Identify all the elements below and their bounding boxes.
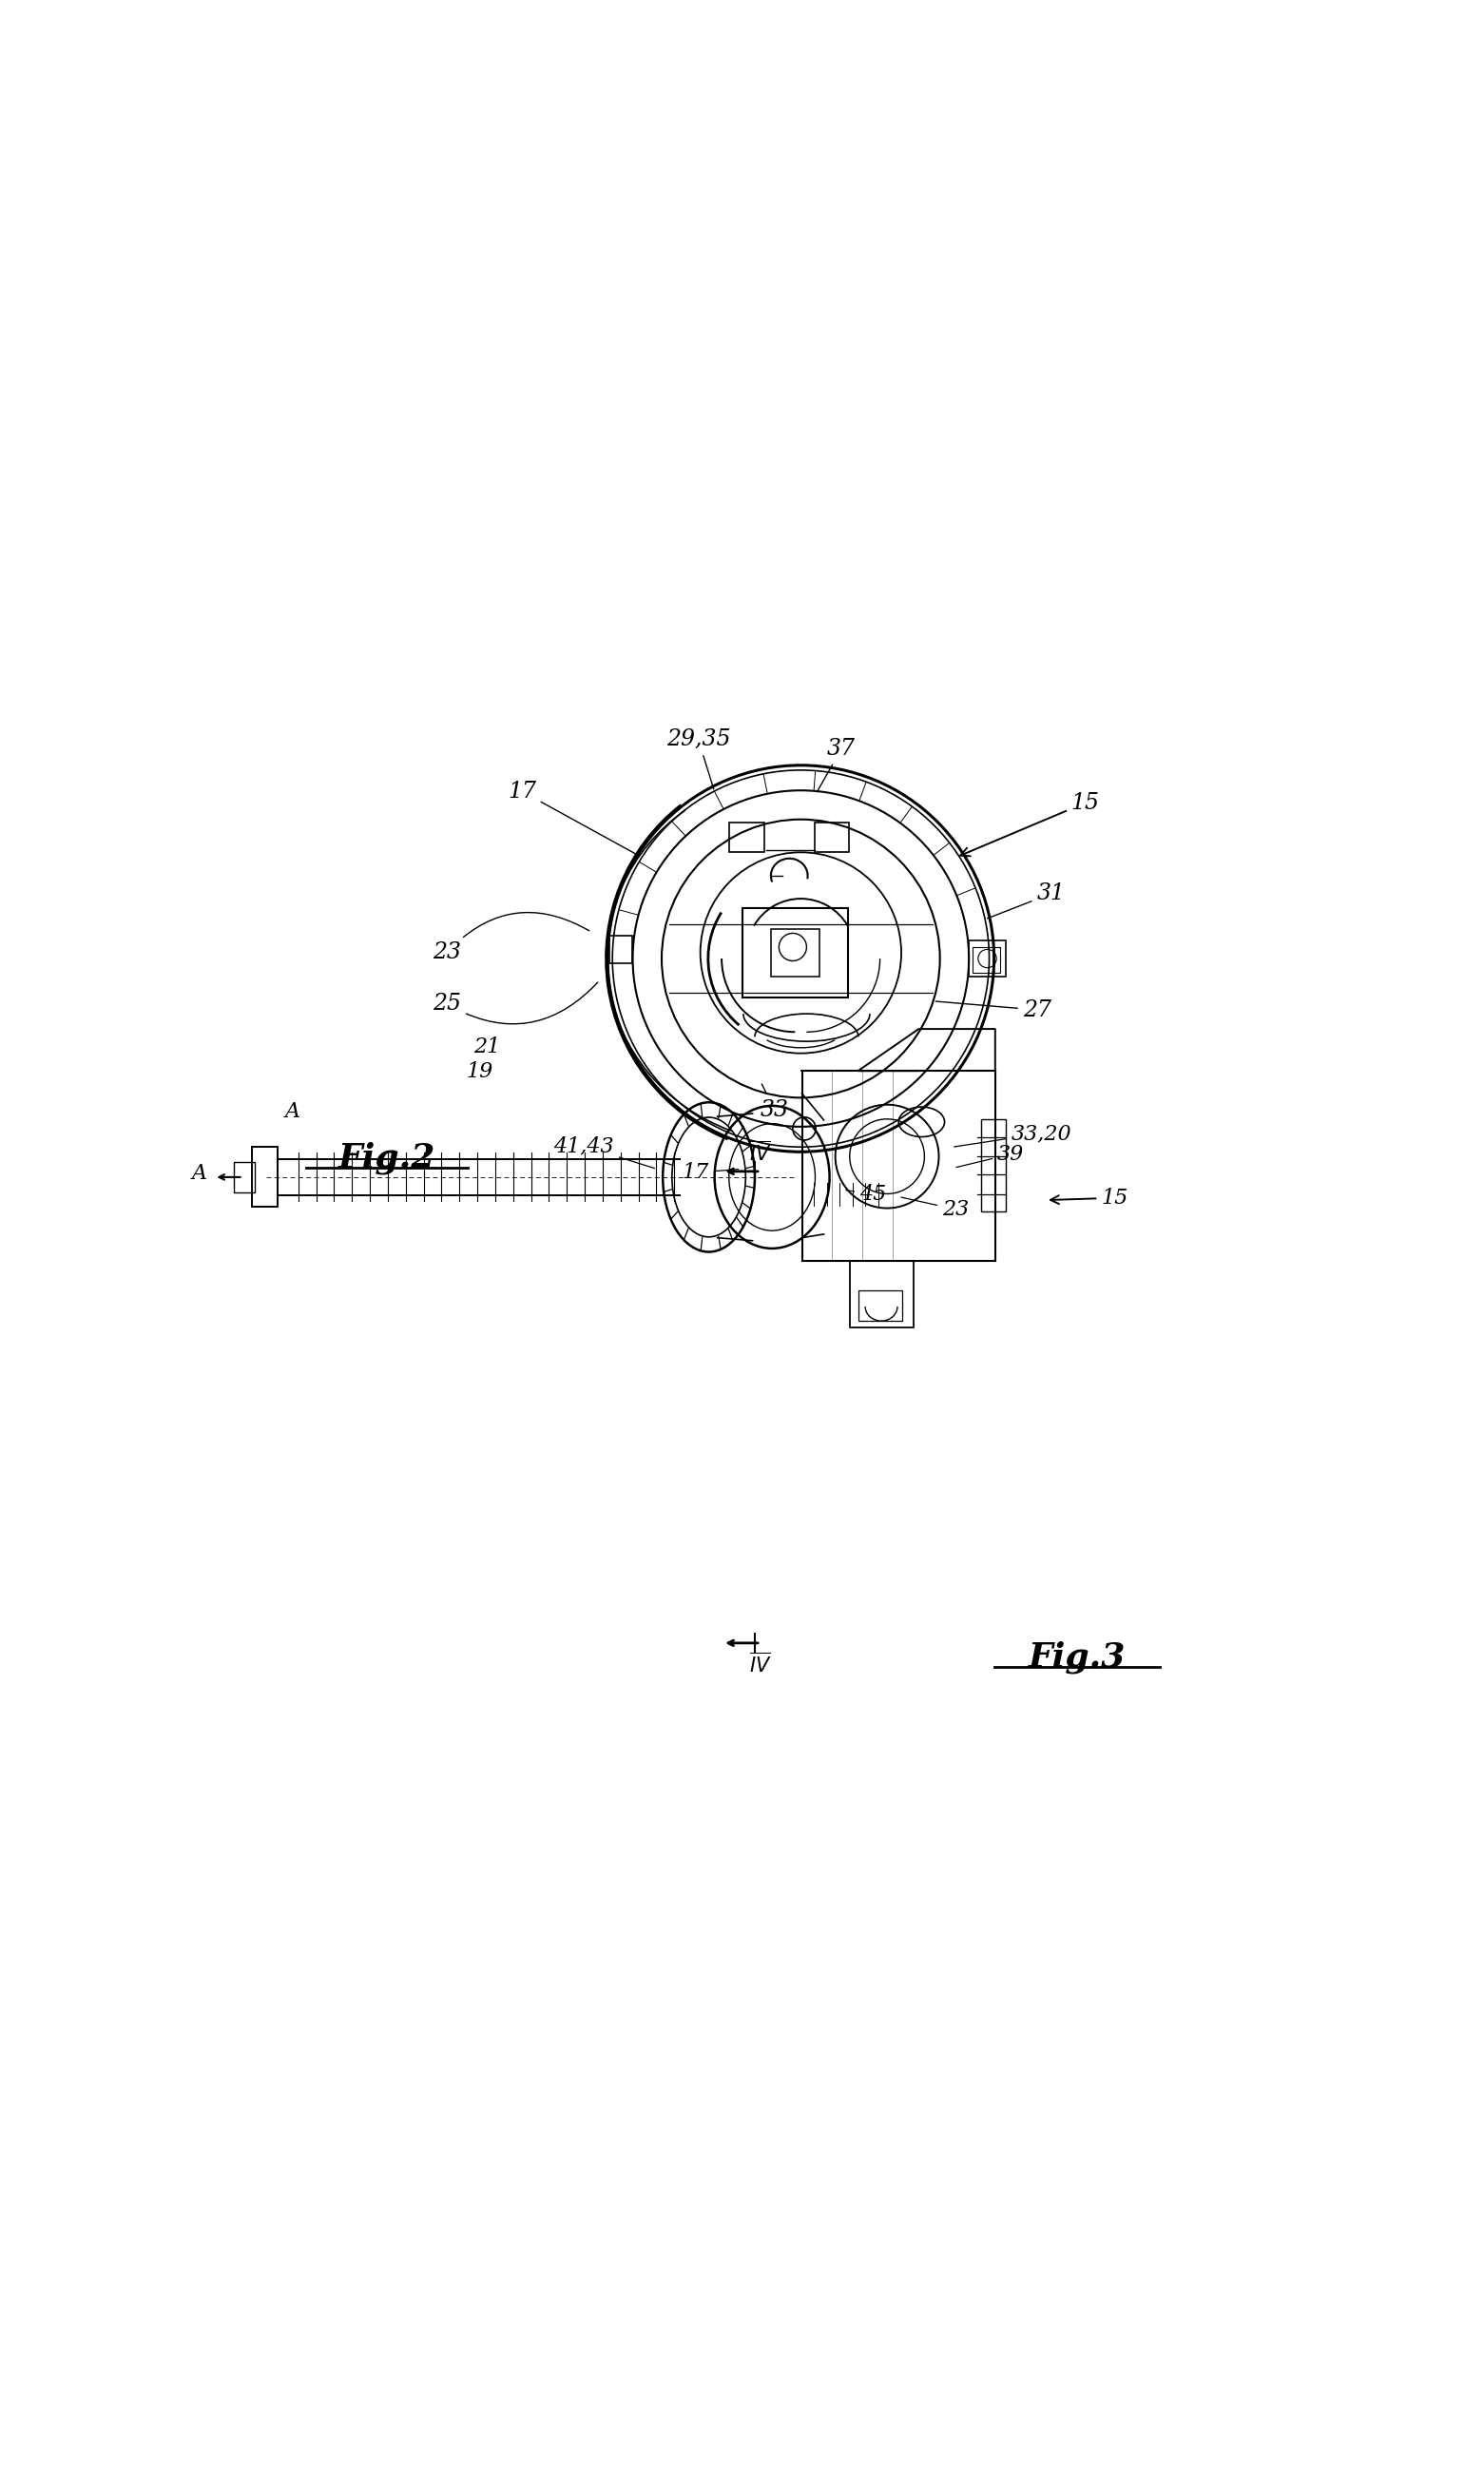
Bar — [730, 823, 764, 853]
Bar — [981, 1121, 1006, 1212]
Bar — [234, 1163, 255, 1192]
Text: Fig.3: Fig.3 — [1028, 1641, 1125, 1673]
Text: 23: 23 — [901, 1197, 969, 1220]
Text: 15: 15 — [960, 791, 1100, 855]
Text: 23: 23 — [433, 912, 589, 964]
Text: 17: 17 — [683, 1163, 739, 1182]
Text: A: A — [191, 1163, 206, 1185]
Text: 29,35: 29,35 — [666, 729, 730, 788]
Bar — [252, 1148, 278, 1207]
Bar — [858, 1292, 902, 1321]
Text: 15: 15 — [1051, 1187, 1128, 1207]
Bar — [972, 947, 1000, 972]
Text: 17: 17 — [508, 781, 638, 855]
Text: 21: 21 — [473, 1036, 500, 1059]
Bar — [850, 1259, 914, 1326]
Text: 19: 19 — [466, 1061, 493, 1081]
Text: 37: 37 — [818, 739, 856, 791]
Text: $\overline{\mathit{IV}}$: $\overline{\mathit{IV}}$ — [749, 1651, 772, 1676]
Text: 39: 39 — [956, 1143, 1024, 1168]
Text: 27: 27 — [936, 999, 1051, 1021]
Bar — [610, 935, 632, 964]
Text: 31: 31 — [987, 883, 1066, 920]
Bar — [770, 930, 819, 977]
Text: 25: 25 — [433, 982, 598, 1024]
Bar — [815, 823, 849, 853]
Text: 41,43: 41,43 — [554, 1135, 654, 1168]
Text: 45: 45 — [846, 1185, 886, 1205]
Text: 33,20: 33,20 — [954, 1123, 1071, 1148]
Text: $\overline{\mathit{IV}}$: $\overline{\mathit{IV}}$ — [749, 1140, 772, 1165]
Text: Fig.2: Fig.2 — [338, 1140, 435, 1175]
Text: A: A — [285, 1101, 300, 1123]
Bar — [742, 907, 847, 997]
Text: 33: 33 — [760, 1083, 789, 1121]
Bar — [969, 940, 1006, 977]
